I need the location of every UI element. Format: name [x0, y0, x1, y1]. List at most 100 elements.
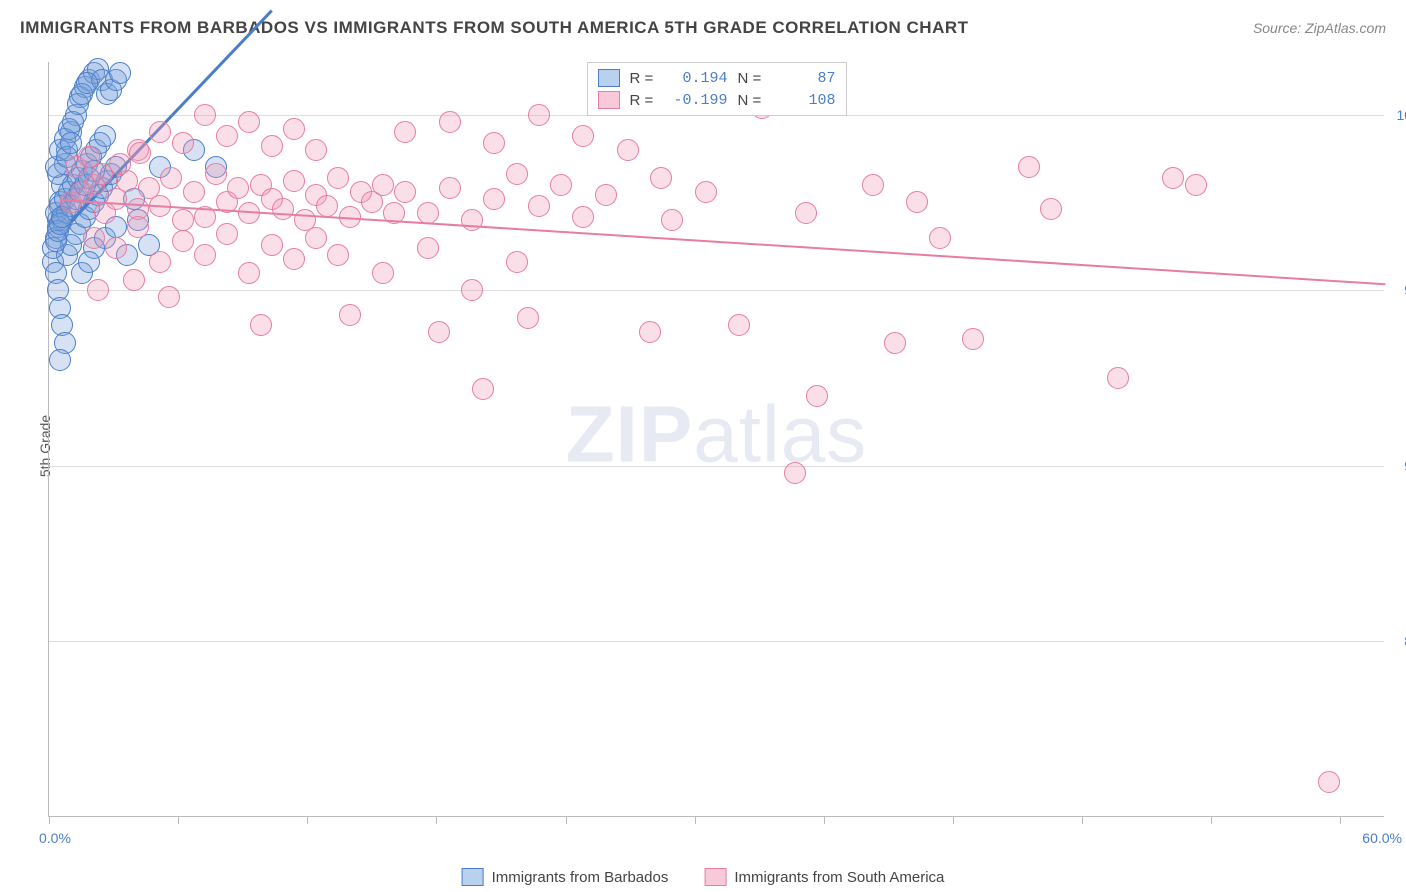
data-point [1107, 367, 1129, 389]
gridline [49, 290, 1384, 291]
data-point [105, 237, 127, 259]
swatch-south-america [598, 91, 620, 109]
r-value-barbados: 0.194 [668, 70, 728, 87]
r-label: R = [630, 92, 658, 109]
data-point [129, 142, 151, 164]
data-point [617, 139, 639, 161]
y-tick-label: 95.0% [1389, 282, 1406, 298]
n-value-south-america: 108 [776, 92, 836, 109]
swatch-barbados [462, 868, 484, 886]
source-attribution: Source: ZipAtlas.com [1253, 20, 1386, 36]
series-name-south-america: Immigrants from South America [734, 869, 944, 886]
data-point [1040, 198, 1062, 220]
data-point [506, 163, 528, 185]
x-tick [1211, 816, 1212, 824]
watermark: ZIPatlas [566, 388, 867, 480]
data-point [261, 234, 283, 256]
x-axis-end-label: 60.0% [1362, 830, 1402, 846]
data-point [862, 174, 884, 196]
n-value-barbados: 87 [776, 70, 836, 87]
data-point [795, 202, 817, 224]
x-tick [49, 816, 50, 824]
data-point [49, 349, 71, 371]
data-point [94, 125, 116, 147]
data-point [962, 328, 984, 350]
r-value-south-america: -0.199 [668, 92, 728, 109]
data-point [650, 167, 672, 189]
data-point [528, 195, 550, 217]
data-point [461, 279, 483, 301]
y-tick-label: 85.0% [1389, 633, 1406, 649]
swatch-barbados [598, 69, 620, 87]
data-point [372, 262, 394, 284]
data-point [305, 139, 327, 161]
y-tick-label: 90.0% [1389, 458, 1406, 474]
data-point [327, 167, 349, 189]
data-point [595, 184, 617, 206]
data-point [1018, 156, 1040, 178]
x-tick [953, 816, 954, 824]
data-point [472, 378, 494, 400]
x-tick [1340, 816, 1341, 824]
data-point [127, 216, 149, 238]
data-point [417, 237, 439, 259]
data-point [906, 191, 928, 213]
x-tick [178, 816, 179, 824]
data-point [506, 251, 528, 273]
x-tick [307, 816, 308, 824]
data-point [417, 202, 439, 224]
data-point [394, 181, 416, 203]
data-point [238, 111, 260, 133]
chart-title: IMMIGRANTS FROM BARBADOS VS IMMIGRANTS F… [20, 18, 969, 38]
x-axis-start-label: 0.0% [39, 830, 71, 846]
data-point [528, 104, 550, 126]
legend-row-barbados: R = 0.194 N = 87 [598, 67, 836, 89]
data-point [884, 332, 906, 354]
data-point [1162, 167, 1184, 189]
data-point [172, 132, 194, 154]
series-legend: Immigrants from Barbados Immigrants from… [462, 868, 945, 886]
data-point [78, 251, 100, 273]
data-point [695, 181, 717, 203]
data-point [728, 314, 750, 336]
data-point [109, 62, 131, 84]
data-point [238, 262, 260, 284]
data-point [929, 227, 951, 249]
r-label: R = [630, 70, 658, 87]
data-point [483, 188, 505, 210]
x-tick [1082, 816, 1083, 824]
data-point [216, 223, 238, 245]
data-point [194, 104, 216, 126]
data-point [572, 206, 594, 228]
data-point [439, 111, 461, 133]
x-tick [566, 816, 567, 824]
data-point [483, 132, 505, 154]
data-point [1318, 771, 1340, 793]
data-point [517, 307, 539, 329]
data-point [305, 227, 327, 249]
data-point [661, 209, 683, 231]
legend-item-south-america: Immigrants from South America [704, 868, 944, 886]
data-point [205, 163, 227, 185]
data-point [372, 174, 394, 196]
watermark-atlas: atlas [693, 389, 867, 478]
gridline [49, 641, 1384, 642]
data-point [149, 121, 171, 143]
data-point [272, 198, 294, 220]
x-tick [695, 816, 696, 824]
data-point [87, 279, 109, 301]
data-point [160, 167, 182, 189]
data-point [283, 170, 305, 192]
n-label: N = [738, 70, 766, 87]
data-point [123, 269, 145, 291]
watermark-zip: ZIP [566, 389, 693, 478]
data-point [83, 227, 105, 249]
series-name-barbados: Immigrants from Barbados [492, 869, 669, 886]
data-point [327, 244, 349, 266]
data-point [428, 321, 450, 343]
data-point [639, 321, 661, 343]
data-point [216, 125, 238, 147]
correlation-legend: R = 0.194 N = 87 R = -0.199 N = 108 [587, 62, 847, 116]
data-point [339, 304, 361, 326]
data-point [283, 248, 305, 270]
